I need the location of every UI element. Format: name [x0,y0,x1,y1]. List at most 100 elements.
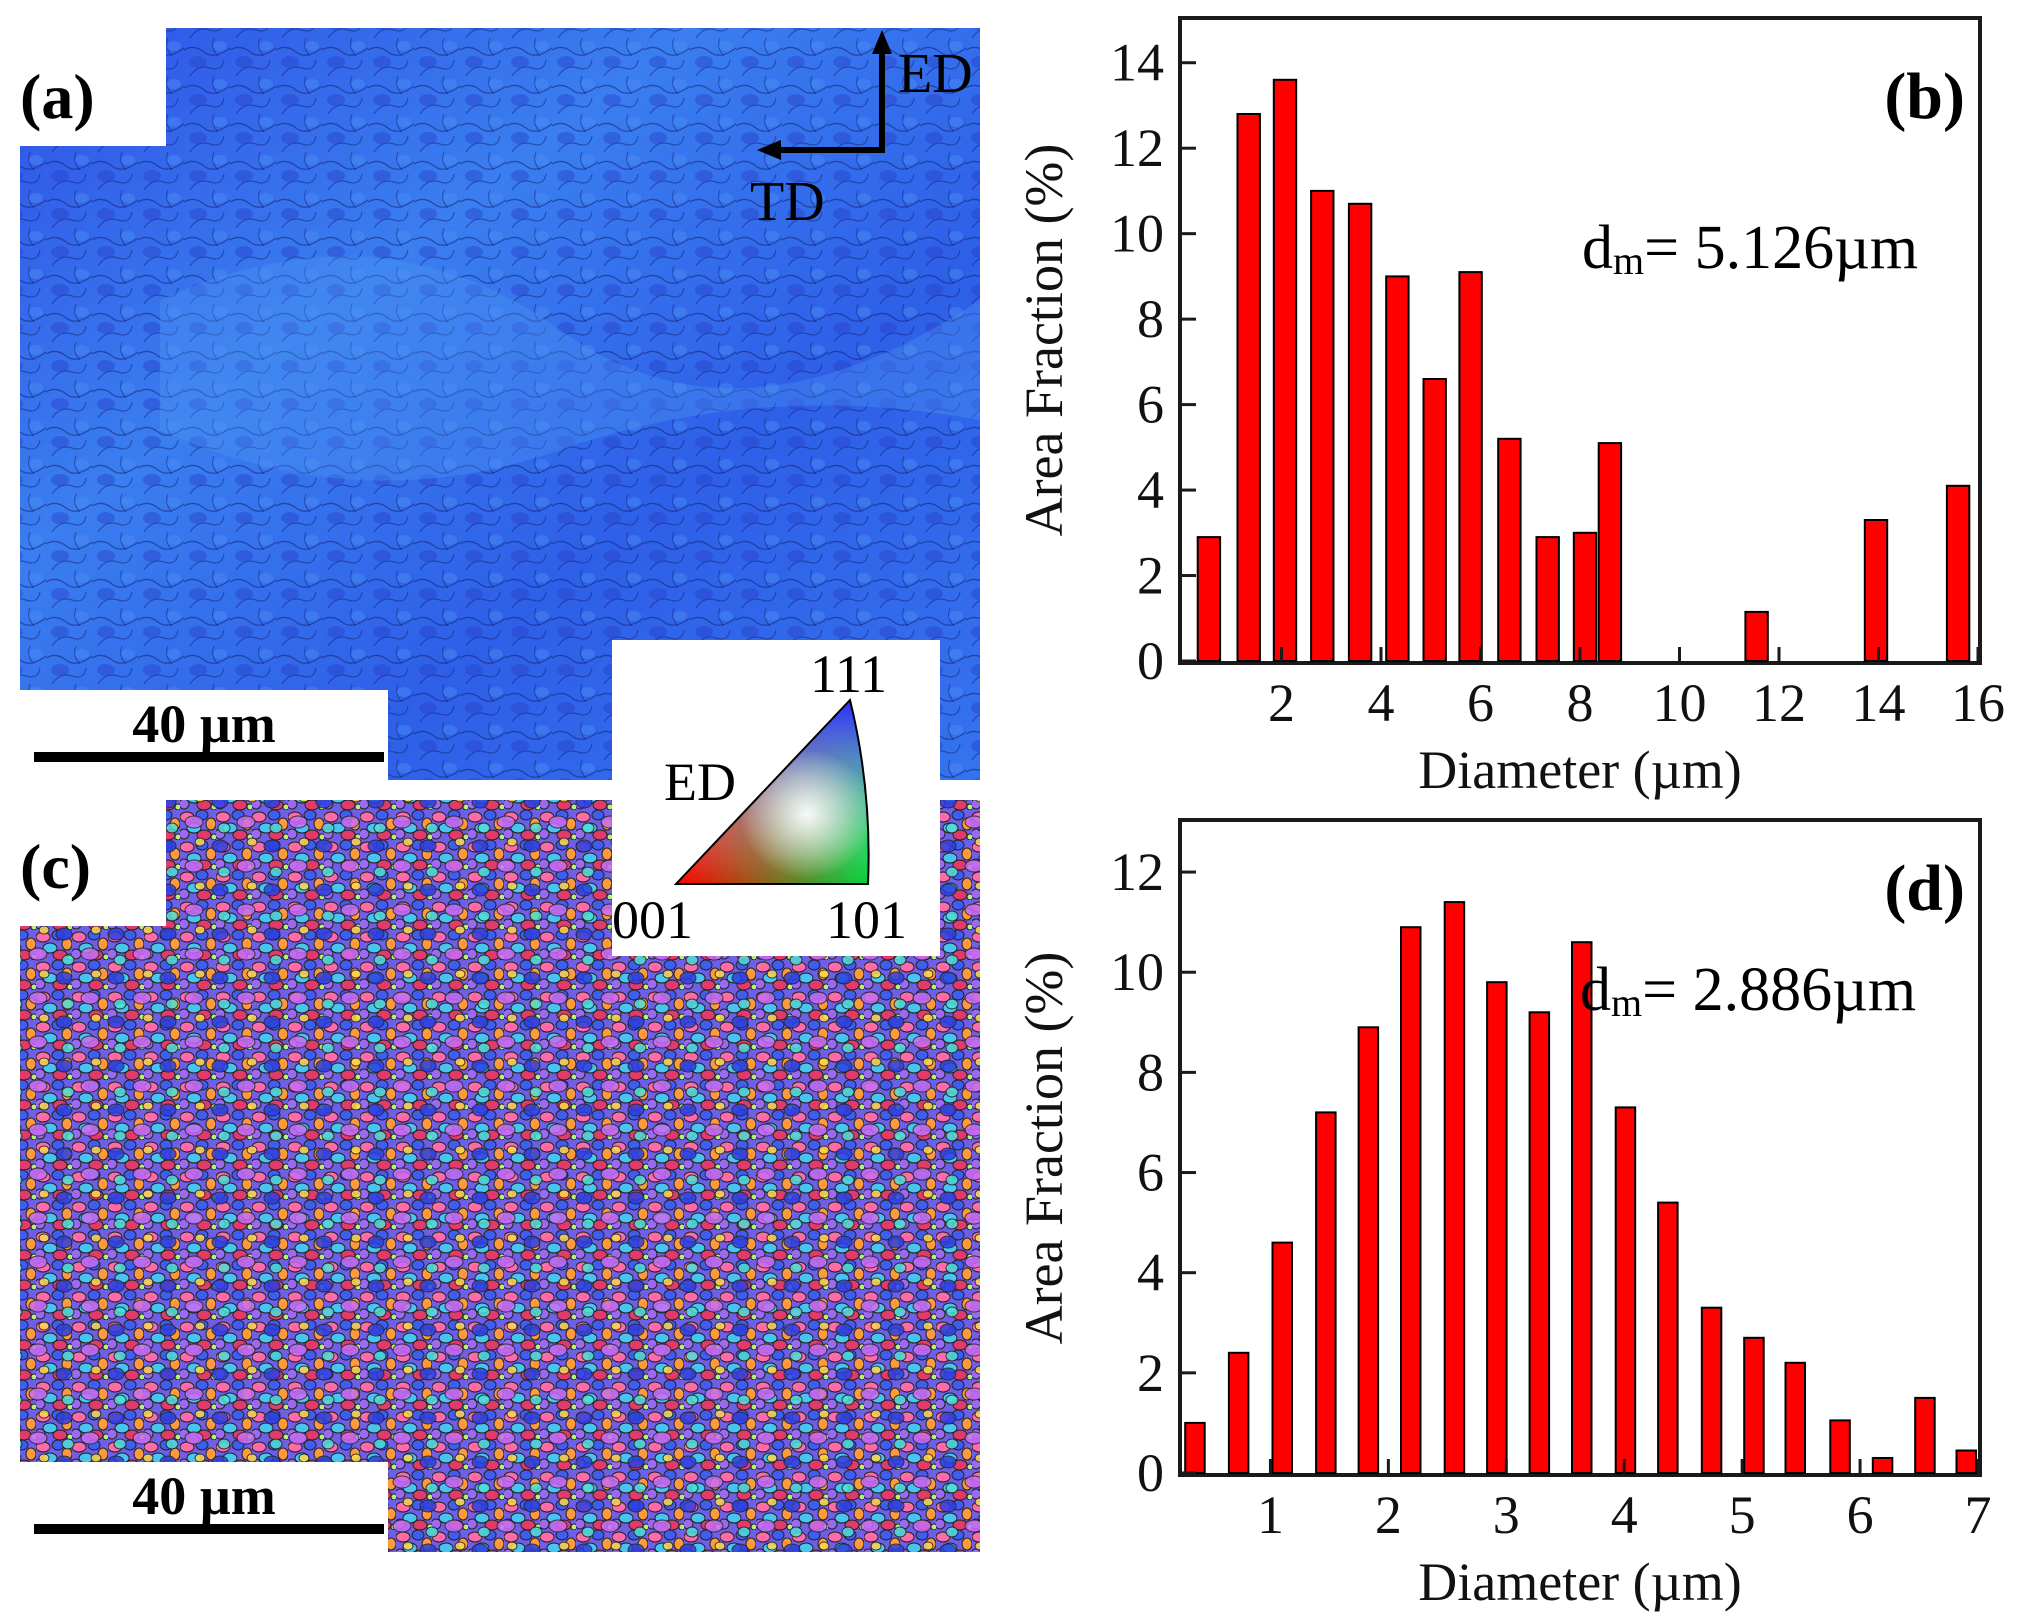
chart-d-annotation: dm= 2.886µm [1580,956,1916,1025]
scale-bar-a-label: 40 µm [132,694,276,754]
chart-b-x-tick-label: 10 [1653,673,1707,733]
chart-d-x-tick-label: 2 [1375,1485,1402,1545]
chart-b-x-tick-label: 2 [1268,673,1295,733]
chart-b-bar [1945,484,1971,662]
panel-c-label-box [0,800,166,926]
chart-d-xlabel: Diameter (µm) [1418,1552,1741,1612]
scale-bar-c-label: 40 µm [132,1466,276,1526]
chart-d-bar [1784,1361,1806,1475]
scale-bar-c [34,1524,384,1534]
chart-d-bar [1829,1419,1851,1475]
chart-b-annotation-sub: m [1613,238,1644,283]
scale-bar-a-box [20,690,388,782]
chart-b-bar [1863,519,1889,662]
chart-d-x-tick-label: 5 [1729,1485,1756,1545]
ipf-corner-101: 101 [826,890,907,950]
panel-a-label: (a) [20,61,95,132]
chart-b-y-tick-label: 14 [1110,33,1164,93]
chart-b-annotation-rest: = 5.126µm [1644,214,1918,282]
chart-d-bar [1227,1351,1250,1475]
chart-d-panel-label: (d) [1884,852,1965,925]
chart-b-x-tick-label: 14 [1852,673,1906,733]
chart-d-bar [1486,981,1508,1474]
chart-d-bar [1443,901,1466,1474]
orientation-axes: ED TD [750,30,973,233]
chart-d-bar [1571,941,1593,1474]
chart-b-x-ticks: 2 4 6 8 10 12 14 16 [1268,647,2005,733]
scale-bar-c-box [20,1462,388,1554]
chart-b-y-tick-label: 10 [1110,204,1164,264]
chart-d-y-tick-label: 0 [1137,1443,1164,1503]
axis-ed-arrowhead [872,30,892,54]
chart-b-panel-label: (b) [1884,60,1965,133]
panel-a: (a) ED TD 40 µm [0,0,980,782]
panel-a-label-box [0,0,166,146]
ipf-corner-111: 111 [810,644,887,704]
chart-b-bar [1272,78,1298,663]
chart-b-y-tick-label: 2 [1137,546,1164,606]
ebsd-map-a-band [160,256,980,481]
chart-d-bar [1400,926,1422,1474]
chart-d-x-tick-label: 7 [1965,1485,1992,1545]
chart-d-bar [1271,1241,1293,1474]
ipf-direction-label: ED [664,752,736,812]
chart-d-bar [1657,1201,1679,1474]
chart-d-bar [1700,1306,1723,1474]
chart-b-x-tick-label: 8 [1567,673,1594,733]
chart-b: 0 2 4 6 8 10 12 14 2 4 6 8 10 12 14 16 (b) dm= 5.126µm… [1014,16,2005,800]
chart-b-x-tick-label: 4 [1368,673,1395,733]
chart-b-bar [1744,610,1769,663]
chart-d-y-tick-label: 6 [1137,1143,1164,1203]
chart-b-bar [1347,202,1373,663]
chart-b-ylabel: Area Fraction (%) [1014,144,1074,537]
chart-d-y-tick-label: 2 [1137,1343,1164,1403]
chart-b-bar [1497,437,1522,662]
chart-d-bar [1955,1449,1977,1474]
scale-bar-a [34,752,384,762]
chart-d-bar [1528,1011,1551,1474]
chart-b-y-tick-label: 8 [1137,289,1164,349]
chart-d-x-tick-label: 6 [1847,1485,1874,1545]
chart-b-x-tick-label: 6 [1467,673,1494,733]
panel-c: (c) 40 µm [0,800,980,1554]
chart-d-x-tick-label: 1 [1257,1485,1284,1545]
chart-d-frame [1178,818,1982,1477]
chart-d-annotation-rest: = 2.886µm [1642,956,1916,1024]
chart-b-frame [1178,16,1982,665]
chart-b-bars [1196,78,1971,663]
chart-d-y-ticks: 0 2 4 6 8 10 12 [1110,842,1196,1503]
chart-b-bar [1385,275,1410,662]
chart-b-annotation: dm= 5.126µm [1582,214,1918,283]
chart-b-bar [1535,536,1560,662]
chart-d-x-ticks: 1 2 3 4 5 6 7 [1257,1459,1992,1545]
chart-d-bar [1184,1421,1206,1475]
chart-b-xlabel: Diameter (µm) [1418,740,1741,800]
chart-d-bar [1315,1111,1337,1475]
panel-c-label: (c) [20,831,91,902]
chart-d-bar [1871,1457,1894,1474]
axis-td-label: TD [750,171,825,233]
axis-td-arrowhead [757,140,781,160]
chart-d-annotation-base: d [1580,956,1611,1024]
chart-b-y-tick-label: 6 [1137,375,1164,435]
chart-d-bar [1614,1106,1637,1475]
chart-b-bar [1196,536,1222,662]
chart-d-y-tick-label: 8 [1137,1042,1164,1102]
chart-d-bar [1914,1396,1936,1475]
chart-b-bar [1236,113,1261,662]
chart-b-y-tick-label: 0 [1137,631,1164,691]
chart-d-x-tick-label: 4 [1611,1485,1638,1545]
chart-d-bar [1743,1336,1765,1475]
chart-d-ylabel: Area Fraction (%) [1014,952,1074,1345]
chart-b-y-tick-label: 4 [1137,460,1164,520]
chart-b-bar [1310,189,1335,662]
chart-d-y-tick-label: 4 [1137,1243,1164,1303]
axis-ed-label: ED [898,43,973,105]
chart-b-x-tick-label: 16 [1951,673,2005,733]
chart-b-bar [1422,378,1447,662]
ipf-triangle-outline [673,697,870,885]
chart-d-bars [1184,901,1977,1475]
chart-d-y-tick-label: 10 [1110,942,1164,1002]
